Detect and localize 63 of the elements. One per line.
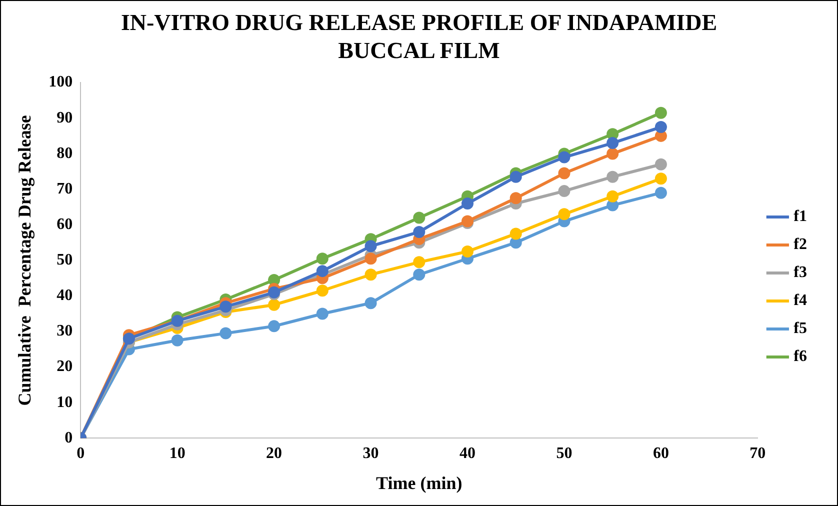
- y-tick-label: 80: [56, 144, 73, 162]
- y-tick-label: 60: [56, 216, 73, 233]
- point: [558, 167, 570, 180]
- point: [510, 192, 522, 204]
- y-tick-label: 90: [56, 109, 73, 126]
- legend-label: f4: [794, 292, 807, 310]
- point: [171, 334, 184, 346]
- point: [364, 297, 377, 310]
- point: [606, 170, 619, 183]
- y-tick-label: 70: [56, 180, 73, 198]
- x-tick-label: 20: [266, 444, 282, 462]
- y-tick-label: 30: [56, 322, 73, 340]
- point: [413, 212, 426, 224]
- point: [558, 185, 570, 198]
- y-tick-label: 0: [64, 429, 73, 446]
- y-tick-label: 100: [48, 74, 73, 91]
- point: [462, 198, 474, 210]
- point: [462, 246, 474, 258]
- point: [220, 300, 232, 313]
- point: [558, 151, 570, 164]
- y-axis-title: Cumulative Percentage Drug Release: [14, 115, 34, 406]
- point: [413, 268, 426, 281]
- x-tick-label: 40: [460, 444, 476, 462]
- point: [654, 186, 667, 199]
- point: [606, 137, 619, 150]
- point: [364, 252, 377, 265]
- point: [510, 170, 522, 183]
- point: [268, 320, 280, 332]
- point: [316, 284, 328, 297]
- x-tick-label: 60: [652, 444, 669, 462]
- point: [364, 268, 377, 281]
- point: [268, 298, 280, 311]
- y-tick-label: 50: [56, 252, 73, 269]
- y-tick-label: 40: [56, 287, 73, 304]
- point: [654, 121, 667, 134]
- y-tick-label: 20: [56, 358, 73, 376]
- point: [510, 228, 522, 240]
- legend-label: f1: [794, 208, 807, 226]
- x-tick-label: 30: [362, 444, 379, 462]
- point: [654, 106, 667, 119]
- point: [606, 190, 619, 202]
- x-axis-title: Time (min): [376, 472, 462, 493]
- point: [316, 308, 328, 320]
- point: [316, 265, 328, 278]
- point: [606, 148, 619, 160]
- point: [558, 208, 570, 220]
- y-tick-label: 10: [56, 394, 73, 411]
- point: [413, 226, 426, 238]
- x-tick-label: 50: [556, 444, 572, 462]
- chart-title: IN-VITRO DRUG RELEASE PROFILE OF INDAPAMIDE BUCCAL FILM: [120, 9, 718, 65]
- point: [413, 256, 426, 268]
- x-tick-label: 0: [76, 444, 85, 462]
- x-tick-label: 10: [169, 444, 186, 462]
- legend-label: f3: [794, 264, 807, 282]
- point: [654, 158, 667, 170]
- x-tick-label: 70: [750, 444, 766, 462]
- legend-label: f2: [794, 236, 807, 254]
- legend-label: f5: [794, 320, 807, 338]
- point: [316, 252, 328, 265]
- legend-label: f6: [794, 348, 807, 366]
- point: [220, 327, 232, 340]
- point: [364, 240, 377, 252]
- point: [654, 172, 667, 185]
